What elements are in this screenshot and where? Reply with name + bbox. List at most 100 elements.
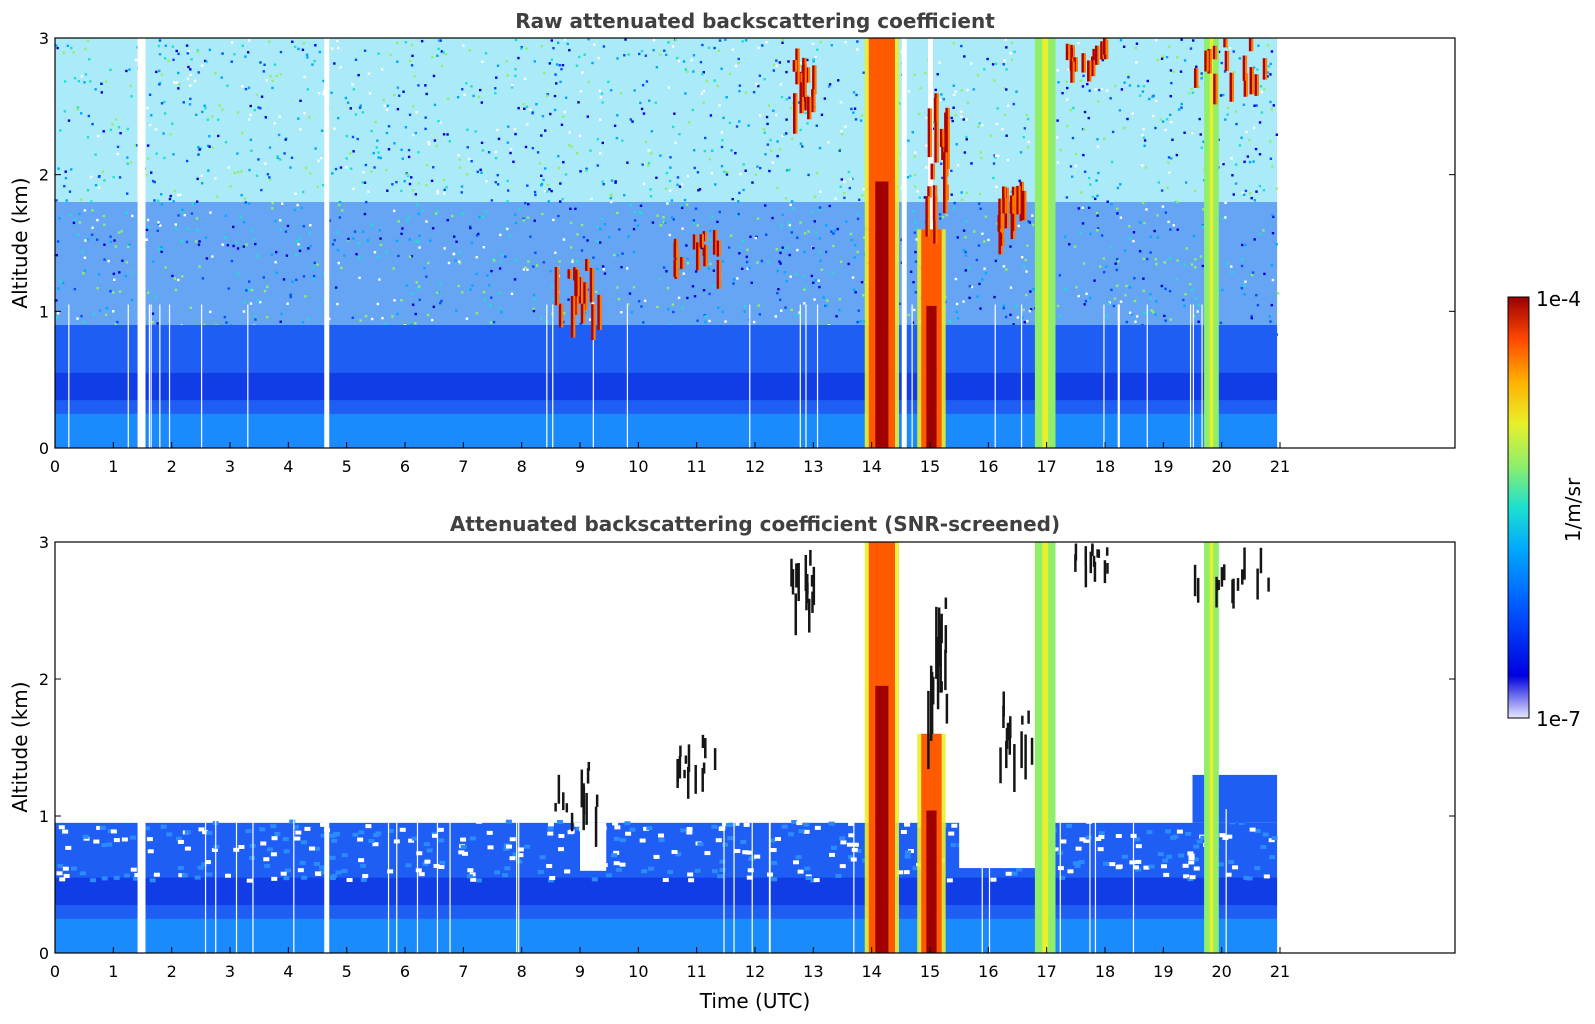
cloud-fragment	[1089, 551, 1093, 574]
noise-speck	[591, 302, 595, 305]
noise-speck	[285, 254, 289, 257]
edge-patch	[745, 850, 752, 855]
noise-speck	[684, 68, 687, 71]
noise-speck	[555, 82, 558, 85]
noise-speck	[418, 298, 421, 302]
edge-patch	[725, 823, 732, 828]
edge-patch	[727, 836, 734, 841]
cloud-fragment	[804, 554, 808, 592]
cloud-fragment	[585, 792, 588, 825]
noise-speck	[850, 107, 853, 111]
noise-speck	[336, 116, 340, 120]
noise-speck	[806, 122, 809, 125]
noise-speck	[759, 114, 762, 117]
noise-speck	[858, 198, 861, 201]
noise-speck	[842, 191, 846, 195]
noise-speck	[843, 196, 846, 200]
noise-speck	[981, 123, 984, 127]
noise-speck	[240, 170, 243, 173]
noise-speck	[856, 40, 859, 43]
cloud-fragment	[944, 597, 948, 609]
noise-speck	[391, 183, 394, 186]
noise-speck	[1087, 176, 1091, 180]
noise-speck	[1059, 148, 1063, 152]
noise-speck	[1172, 224, 1175, 227]
edge-patch	[264, 863, 271, 868]
edge-patch	[658, 838, 665, 843]
noise-speck	[1110, 203, 1113, 206]
edge-patch	[438, 838, 445, 843]
edge-patch	[734, 849, 741, 854]
noise-speck	[345, 134, 349, 138]
noise-speck	[442, 192, 446, 195]
noise-speck	[435, 144, 438, 148]
noise-speck	[334, 167, 338, 171]
edge-patch	[439, 860, 446, 865]
noise-speck	[299, 246, 302, 249]
noise-speck	[400, 299, 403, 302]
noise-speck	[980, 156, 983, 160]
noise-speck	[328, 219, 332, 222]
noise-speck	[655, 66, 659, 69]
noise-speck	[356, 137, 359, 141]
noise-speck	[1275, 133, 1279, 136]
noise-speck	[790, 231, 794, 234]
noise-speck	[561, 64, 565, 67]
x-tick-label: 21	[1270, 962, 1290, 981]
noise-speck	[1106, 89, 1109, 92]
noise-speck	[117, 126, 121, 129]
edge-patch	[1143, 865, 1150, 870]
noise-speck	[1082, 262, 1086, 265]
edge-patch	[1161, 864, 1168, 869]
noise-speck	[1005, 134, 1008, 137]
noise-speck	[306, 56, 309, 59]
cloud-fragment	[811, 591, 814, 613]
noise-speck	[839, 185, 842, 188]
noise-speck	[494, 91, 497, 95]
noise-speck	[557, 214, 560, 218]
noise-speck	[189, 73, 192, 77]
noise-speck	[844, 125, 847, 128]
noise-speck	[297, 47, 300, 51]
noise-speck	[968, 285, 972, 288]
noise-speck	[571, 258, 574, 262]
noise-speck	[1168, 113, 1172, 117]
noise-speck	[312, 266, 315, 269]
edge-patch	[742, 850, 749, 855]
noise-speck	[626, 303, 630, 306]
noise-speck	[838, 297, 842, 301]
noise-speck	[465, 317, 469, 320]
noise-speck	[235, 241, 238, 245]
noise-speck	[592, 256, 595, 259]
noise-speck	[787, 168, 791, 172]
noise-speck	[616, 57, 619, 60]
noise-speck	[149, 123, 152, 127]
noise-speck	[412, 133, 415, 137]
edge-patch	[153, 872, 160, 877]
noise-speck	[613, 253, 616, 257]
noise-speck	[680, 206, 684, 210]
edge-patch	[1016, 867, 1023, 872]
noise-speck	[126, 127, 130, 131]
noise-speck	[724, 38, 727, 41]
noise-speck	[260, 95, 264, 98]
noise-speck	[952, 93, 956, 97]
edge-patch	[629, 827, 636, 832]
noise-speck	[201, 110, 204, 114]
noise-speck	[717, 49, 721, 52]
edge-patch	[245, 829, 252, 834]
noise-speck	[363, 49, 367, 52]
noise-speck	[1258, 121, 1262, 124]
noise-speck	[533, 219, 536, 222]
edge-patch	[341, 868, 348, 873]
edge-patch	[224, 873, 231, 878]
noise-speck	[275, 250, 278, 254]
noise-speck	[244, 201, 247, 204]
noise-speck	[807, 173, 810, 177]
edge-patch	[56, 871, 63, 876]
noise-speck	[550, 189, 553, 193]
surface-layer	[55, 918, 1278, 953]
noise-speck	[181, 208, 184, 212]
noise-speck	[783, 133, 786, 136]
noise-speck	[414, 193, 418, 196]
